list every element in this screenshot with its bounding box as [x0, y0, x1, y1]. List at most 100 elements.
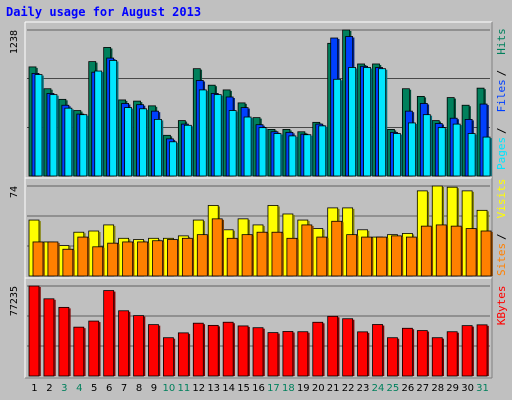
bar-pages-day-27 [422, 114, 431, 177]
bar-pages-day-23 [363, 67, 371, 177]
x-tick-label-day-24: 24 [372, 383, 385, 394]
bar-kbytes-day-6 [103, 290, 115, 377]
bar-pages-day-20 [318, 125, 327, 177]
bar-kbytes-day-22 [342, 318, 354, 377]
x-tick-label-day-27: 27 [416, 383, 429, 394]
legend-separator: / [495, 127, 508, 134]
bar-sites-day-7 [122, 241, 134, 277]
x-tick-label-day-8: 8 [136, 383, 142, 394]
x-tick-label-day-16: 16 [252, 383, 265, 394]
legend-pages: Pages [495, 137, 508, 170]
bar-sites-day-9 [152, 240, 163, 277]
bar-pages-day-12 [198, 89, 207, 177]
x-tick-label-day-26: 26 [401, 383, 414, 394]
x-tick-label-day-4: 4 [76, 383, 82, 394]
bar-kbytes-day-19 [297, 331, 309, 377]
bar-kbytes-day-10 [163, 337, 174, 377]
x-tick-label-day-20: 20 [312, 383, 325, 394]
bar-kbytes-day-2 [43, 298, 55, 377]
bar-pages-day-18 [288, 135, 297, 177]
bar-sites-day-15 [241, 234, 253, 277]
bar-pages-day-10 [169, 141, 177, 177]
bar-sites-day-3 [62, 248, 74, 277]
bar-sites-day-25 [391, 235, 402, 277]
bar-sites-day-8 [137, 241, 148, 277]
bar-kbytes-day-13 [207, 324, 219, 377]
bar-pages-day-19 [303, 134, 312, 177]
panel-2-ymax-label: 77235 [9, 286, 20, 316]
bar-kbytes-day-11 [177, 332, 189, 377]
bar-kbytes-day-9 [148, 324, 159, 377]
x-tick-label-day-9: 9 [151, 383, 157, 394]
bar-kbytes-day-23 [357, 331, 368, 377]
bar-pages-day-3 [64, 107, 73, 177]
bar-pages-day-1 [34, 74, 43, 177]
bar-sites-day-14 [226, 237, 238, 277]
bar-kbytes-day-28 [431, 337, 443, 377]
bar-kbytes-day-26 [401, 327, 413, 377]
x-tick-label-day-2: 2 [46, 383, 52, 394]
panel-0-legend: Pages / Files / Hits [495, 28, 508, 170]
x-tick-label-day-19: 19 [297, 383, 310, 394]
bar-pages-day-15 [243, 116, 252, 177]
bar-sites-day-6 [107, 242, 119, 277]
bar-pages-day-16 [258, 127, 267, 177]
bar-kbytes-day-18 [282, 331, 294, 377]
x-tick-label-day-23: 23 [357, 383, 370, 394]
x-tick-label-day-12: 12 [192, 383, 205, 394]
bar-sites-day-30 [465, 228, 477, 277]
bar-pages-day-31 [482, 136, 491, 177]
bar-pages-day-26 [407, 122, 416, 177]
bar-sites-day-1 [32, 241, 44, 277]
bar-sites-day-26 [405, 236, 417, 277]
bar-sites-day-19 [301, 224, 313, 277]
x-tick-label-day-7: 7 [121, 383, 127, 394]
bar-sites-day-17 [271, 231, 283, 277]
chart-title: Daily usage for August 2013 [6, 5, 201, 19]
bar-sites-day-4 [77, 236, 89, 277]
bar-pages-day-11 [183, 124, 192, 177]
x-tick-label-day-13: 13 [207, 383, 220, 394]
bar-sites-day-24 [376, 236, 387, 277]
bar-sites-day-13 [211, 218, 223, 277]
bar-kbytes-day-5 [88, 320, 100, 377]
x-tick-label-day-31: 31 [476, 383, 489, 394]
bar-sites-day-29 [450, 225, 462, 277]
bar-kbytes-day-24 [372, 324, 383, 377]
bar-pages-day-4 [79, 114, 88, 177]
bar-sites-day-28 [435, 224, 447, 277]
bar-sites-day-12 [196, 234, 208, 277]
bar-kbytes-day-17 [267, 332, 279, 377]
bar-sites-day-23 [361, 236, 372, 277]
bar-kbytes-day-3 [58, 306, 70, 377]
bar-pages-day-5 [94, 70, 103, 177]
panel-2-legend: KBytes [495, 285, 508, 325]
bar-sites-day-2 [47, 241, 59, 277]
bar-pages-day-2 [49, 94, 58, 177]
x-tick-label-day-28: 28 [431, 383, 444, 394]
bar-kbytes-day-20 [312, 321, 324, 377]
bar-sites-day-10 [167, 239, 178, 277]
bar-pages-day-28 [437, 127, 446, 177]
x-tick-label-day-14: 14 [222, 383, 235, 394]
bar-pages-day-25 [393, 133, 401, 177]
panel-0-ymax-label: 1238 [9, 30, 20, 54]
x-tick-label-day-11: 11 [177, 383, 190, 394]
x-tick-label-day-10: 10 [163, 383, 176, 394]
bar-pages-day-24 [378, 68, 386, 177]
x-tick-label-day-5: 5 [91, 383, 97, 394]
legend-kbytes: KBytes [495, 285, 508, 325]
panel-1-ymax-label: 74 [9, 186, 20, 198]
bar-pages-day-14 [228, 110, 237, 177]
legend-visits: Visits [495, 179, 508, 219]
bar-pages-day-29 [452, 123, 461, 177]
bar-pages-day-7 [124, 107, 133, 177]
bar-kbytes-day-29 [446, 331, 458, 377]
bar-sites-day-16 [256, 231, 268, 277]
bar-kbytes-day-4 [73, 326, 85, 377]
x-tick-label-day-25: 25 [387, 383, 400, 394]
bar-sites-day-22 [346, 234, 358, 277]
bar-sites-day-18 [286, 237, 298, 277]
